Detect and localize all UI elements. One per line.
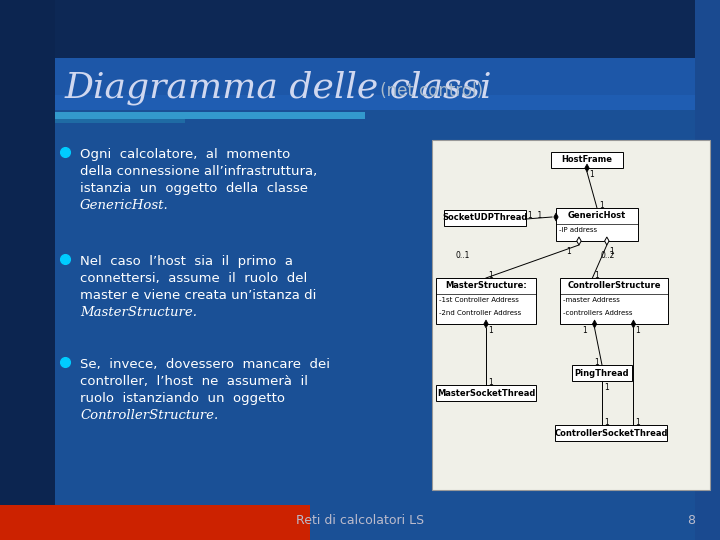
Text: -2nd Controller Address: -2nd Controller Address (439, 310, 521, 316)
FancyBboxPatch shape (444, 210, 526, 226)
Text: SocketUDPThread: SocketUDPThread (442, 213, 528, 222)
Text: ControllerStructure.: ControllerStructure. (80, 409, 218, 422)
Text: 1: 1 (595, 271, 599, 280)
FancyBboxPatch shape (0, 0, 720, 95)
Text: 1: 1 (636, 326, 640, 335)
Text: Nel  caso  l’host  sia  il  primo  a: Nel caso l’host sia il primo a (80, 255, 293, 268)
Text: -master Address: -master Address (563, 297, 620, 303)
Text: 1: 1 (582, 326, 587, 335)
Text: Diagramma delle classi: Diagramma delle classi (65, 71, 492, 105)
FancyBboxPatch shape (436, 278, 536, 324)
FancyBboxPatch shape (55, 58, 720, 110)
FancyBboxPatch shape (0, 505, 310, 540)
Text: -controllers Address: -controllers Address (563, 310, 632, 316)
Text: -IP address: -IP address (559, 227, 597, 233)
FancyBboxPatch shape (556, 208, 638, 241)
Polygon shape (585, 164, 589, 172)
Text: 1: 1 (566, 247, 571, 256)
Polygon shape (484, 320, 488, 328)
FancyBboxPatch shape (555, 425, 667, 441)
Polygon shape (605, 237, 609, 245)
Text: ruolo  istanziando  un  oggetto: ruolo istanziando un oggetto (80, 392, 285, 405)
Text: 1: 1 (488, 326, 492, 335)
Text: Reti di calcolatori LS: Reti di calcolatori LS (296, 515, 424, 528)
Text: ControllerSocketThread: ControllerSocketThread (554, 429, 667, 437)
Text: 1: 1 (594, 358, 599, 367)
Text: 0..1: 0..1 (456, 251, 470, 260)
Polygon shape (631, 320, 636, 328)
Text: istanzia  un  oggetto  della  classe: istanzia un oggetto della classe (80, 182, 308, 195)
FancyBboxPatch shape (55, 119, 185, 123)
FancyBboxPatch shape (551, 152, 623, 168)
Text: 1: 1 (604, 383, 608, 392)
Text: 1: 1 (488, 378, 492, 387)
Text: ControllerStructure: ControllerStructure (567, 281, 661, 291)
Text: PingThread: PingThread (575, 368, 629, 377)
Text: 1: 1 (636, 418, 640, 427)
Polygon shape (593, 320, 597, 328)
Text: controller,  l’host  ne  assumerà  il: controller, l’host ne assumerà il (80, 375, 308, 388)
Text: (net control): (net control) (375, 82, 483, 100)
Text: connettersi,  assume  il  ruolo  del: connettersi, assume il ruolo del (80, 272, 307, 285)
Polygon shape (577, 237, 581, 245)
Text: GenericHost: GenericHost (568, 212, 626, 220)
Text: Ogni  calcolatore,  al  momento: Ogni calcolatore, al momento (80, 148, 290, 161)
FancyBboxPatch shape (0, 0, 55, 540)
Text: 8: 8 (687, 515, 695, 528)
Text: HostFrame: HostFrame (562, 156, 613, 165)
FancyBboxPatch shape (432, 140, 710, 490)
Polygon shape (554, 213, 558, 221)
Text: MasterStructure.: MasterStructure. (80, 306, 197, 319)
Text: GenericHost.: GenericHost. (80, 199, 168, 212)
Text: master e viene creata un’istanza di: master e viene creata un’istanza di (80, 289, 316, 302)
Text: 1: 1 (599, 201, 604, 210)
Text: 1: 1 (589, 170, 594, 179)
Text: MasterSocketThread: MasterSocketThread (437, 388, 535, 397)
Text: 1: 1 (609, 247, 613, 256)
FancyBboxPatch shape (560, 278, 668, 324)
Text: 1  1: 1 1 (528, 211, 542, 220)
Text: 1: 1 (488, 271, 492, 280)
FancyBboxPatch shape (55, 112, 365, 119)
Text: 1: 1 (604, 418, 608, 427)
Text: -1st Controller Address: -1st Controller Address (439, 297, 519, 303)
Text: 0..2: 0..2 (600, 251, 615, 260)
FancyBboxPatch shape (695, 0, 720, 540)
Text: MasterStructure:: MasterStructure: (445, 281, 527, 291)
Text: della connessione all’infrastruttura,: della connessione all’infrastruttura, (80, 165, 318, 178)
FancyBboxPatch shape (436, 385, 536, 401)
FancyBboxPatch shape (572, 365, 632, 381)
Text: Se,  invece,  dovessero  mancare  dei: Se, invece, dovessero mancare dei (80, 358, 330, 371)
